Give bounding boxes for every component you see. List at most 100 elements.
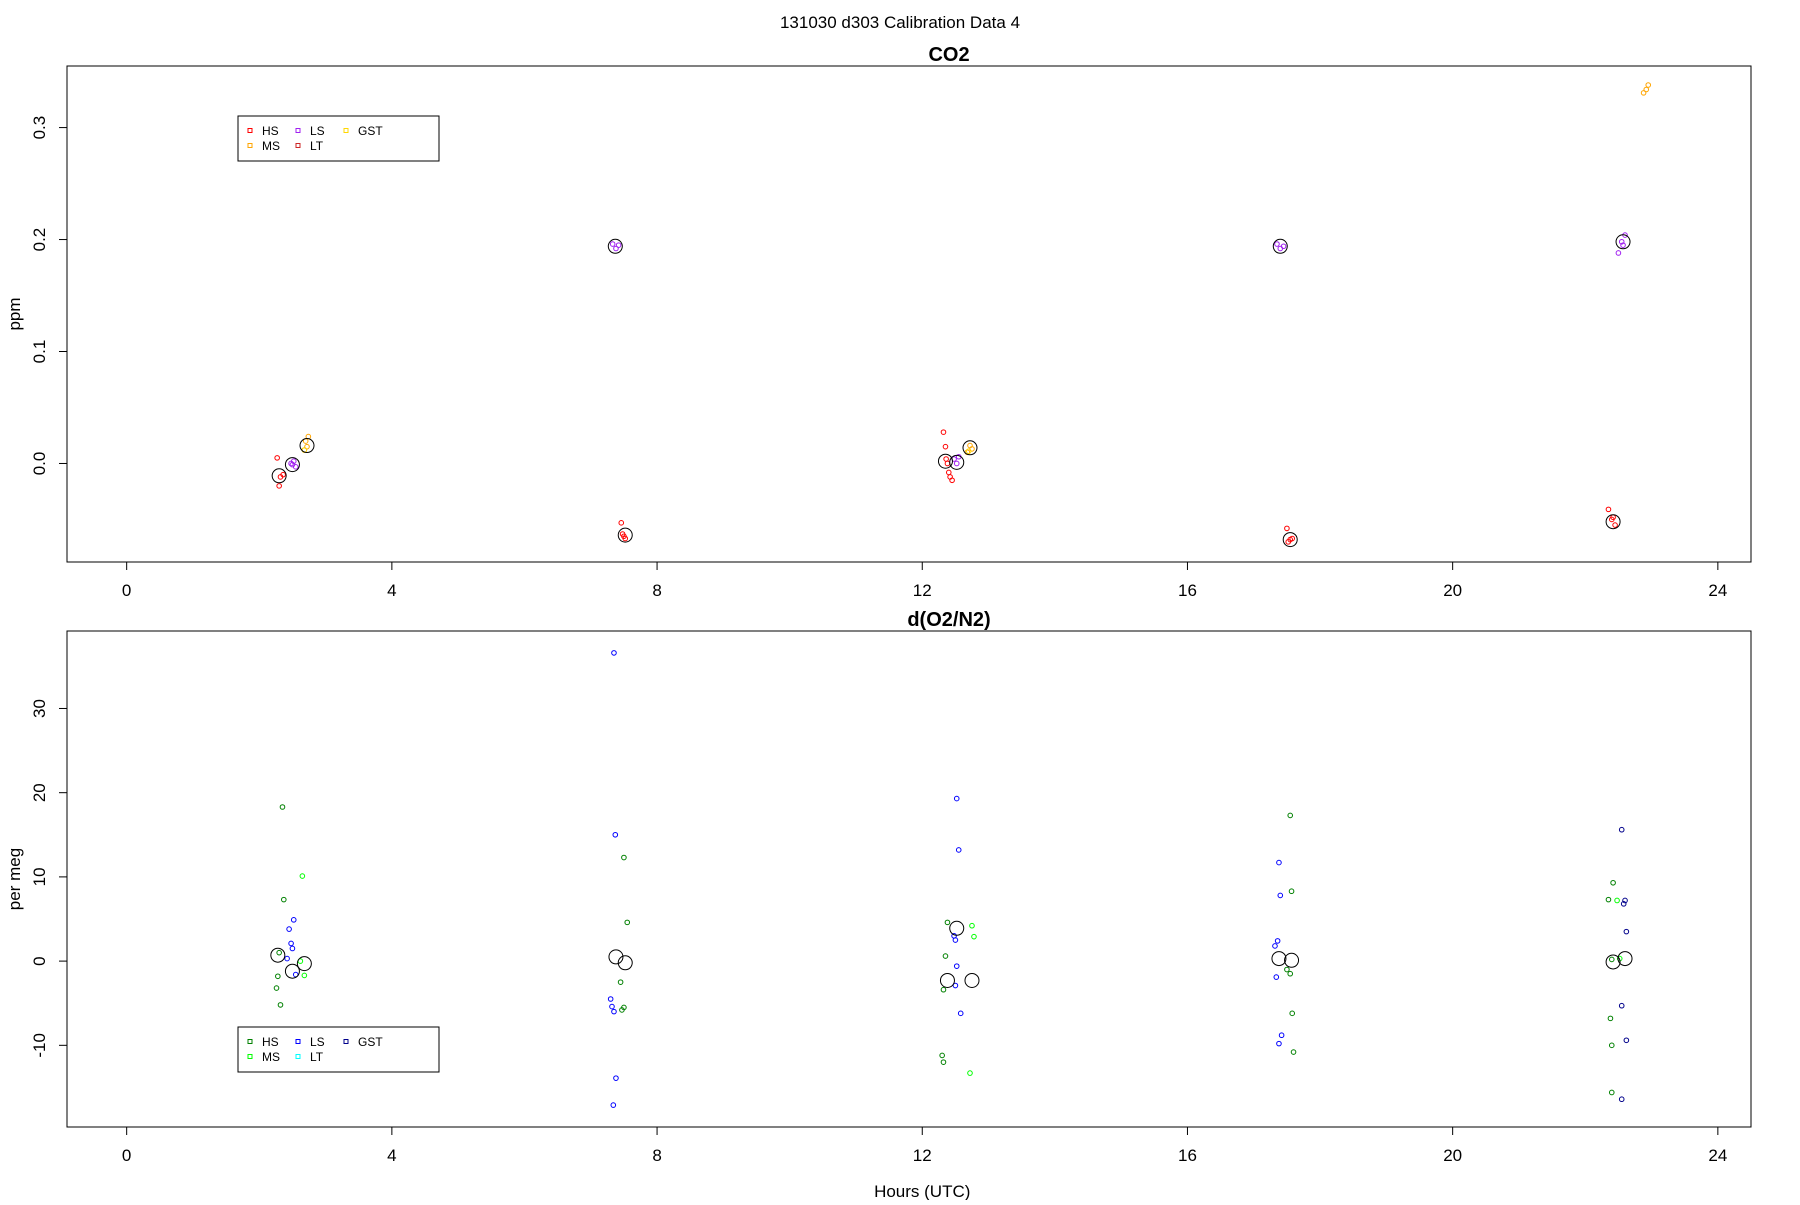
panel2-point-hs [939, 1052, 945, 1059]
panel2-y-tick-label: 10 [30, 867, 49, 886]
panel2-point-ls [953, 963, 960, 969]
panel1-mean-marker [949, 454, 965, 470]
panel1-point-hs [940, 429, 947, 435]
panel2-point-hs [624, 919, 631, 926]
panel2-point-ls [613, 1075, 619, 1081]
panel2-point-ls [290, 917, 297, 923]
panel1-mean-marker [284, 457, 300, 473]
panel1-x-tick-label: 16 [1178, 581, 1197, 600]
panel2-x-tick-label: 16 [1178, 1146, 1197, 1165]
panel2-point-ls [286, 926, 292, 932]
panel2-x-tick-label: 24 [1708, 1146, 1727, 1165]
panel2-point-hs [1284, 966, 1290, 973]
panel1-point-hs [1289, 535, 1296, 542]
panel1-y-tick-label: 0.1 [30, 340, 49, 364]
panel2-x-tick-label: 0 [122, 1146, 131, 1165]
panel1-point-hs [622, 535, 629, 542]
panel2-mean-marker [296, 956, 312, 972]
panel1-x-tick-label: 4 [387, 581, 396, 600]
panel2-point-hs [275, 973, 281, 980]
panel2-point-hs [1608, 1042, 1615, 1049]
panel2-point-ls [611, 1008, 617, 1015]
panel2-legend-swatch-hs [247, 1039, 253, 1044]
panel2-point-ls [1274, 938, 1281, 944]
panel1-point-hs [1612, 522, 1618, 528]
panel1-mean-marker [299, 438, 315, 454]
panel2-point-ls [955, 847, 962, 853]
panel2-legend-label-lt: LT [310, 1050, 324, 1064]
panel1-mean-marker [1282, 532, 1298, 548]
panel2-x-axis-label: Hours (UTC) [874, 1182, 970, 1200]
panel2-point-hs [1289, 1010, 1296, 1017]
panel2-x-tick-label: 12 [913, 1146, 932, 1165]
panel2-point-hs [279, 804, 286, 810]
panel1-point-hs [280, 471, 286, 478]
panel1-mean-marker [1272, 238, 1288, 254]
panel1-legend-label-lt: LT [310, 139, 324, 153]
panel1-mean-marker [1605, 514, 1621, 530]
panel2-point-hs [280, 896, 287, 903]
panel1-point-hs [1284, 525, 1290, 532]
panel2-point-ms [969, 922, 975, 929]
panel2-legend-label-hs: HS [262, 1035, 279, 1049]
panel2-point-hs [1290, 1049, 1297, 1055]
panel1-legend-label-ls: LS [310, 124, 325, 138]
panel2-x-tick-label: 20 [1443, 1146, 1462, 1165]
panel2-mean-marker [617, 955, 633, 971]
panel1-point-hs [945, 469, 952, 476]
panel2-point-ls [957, 1010, 964, 1017]
panel1-legend-swatch-ms [247, 143, 253, 148]
panel1-legend-swatch-hs [247, 128, 253, 133]
panel1-point-ms [1645, 82, 1652, 88]
panel1-point-ls [1280, 243, 1287, 250]
panel2-point-hs [944, 919, 951, 926]
panel1-mean-marker [962, 440, 978, 456]
panel2-mean-marker [608, 949, 624, 965]
panel2-point-hs [940, 1059, 947, 1065]
panel1-legend-swatch-gst [343, 128, 349, 133]
panel2-mean-marker [284, 963, 300, 979]
panel1-legend-swatch-ls [295, 128, 301, 133]
panel2-point-ls [1277, 892, 1284, 899]
panel2-mean-marker [939, 972, 955, 988]
panel2-y-tick-label: -10 [30, 1033, 49, 1058]
panel2-point-hs [1607, 1015, 1614, 1022]
panel1-point-ms [1643, 86, 1650, 93]
panel2-mean-marker [949, 920, 965, 936]
panel2-legend-swatch-ls [295, 1039, 301, 1044]
panel2-point-ls [1276, 1040, 1282, 1047]
panel1-mean-marker [607, 238, 623, 254]
panel1-legend-label-gst: GST [358, 124, 383, 138]
panel2-point-ls [607, 996, 614, 1002]
panel2-point-hs [1608, 956, 1615, 963]
panel1-legend-swatch-lt [295, 143, 301, 148]
panel2-point-hs [621, 1004, 627, 1011]
panel1-x-tick-label: 0 [122, 581, 131, 600]
panel2-mean-marker [1284, 952, 1300, 968]
panel2-point-hs [1610, 879, 1616, 886]
panel2-point-gst [1620, 901, 1627, 907]
panel2-legend-label-ms: MS [262, 1050, 280, 1064]
panel1-point-hs [1285, 539, 1292, 545]
panel1-mean-marker [617, 527, 633, 543]
panel2-legend-label-ls: LS [310, 1035, 325, 1049]
panel2-point-gst [1618, 826, 1625, 833]
panel2-legend-swatch-ms [247, 1054, 253, 1059]
panel1-point-ls [613, 245, 619, 252]
panel1-x-tick-label: 20 [1443, 581, 1462, 600]
panel1-y-tick-label: 0.0 [30, 452, 49, 476]
panel2-point-gst [1618, 1002, 1625, 1009]
panel1-mean-marker [937, 453, 953, 469]
panel2-point-hs [276, 949, 282, 956]
panel2-legend-box [237, 1026, 440, 1073]
panel1-point-hs [618, 520, 625, 526]
panel2-point-ls [952, 937, 959, 943]
panel2-point-ms [299, 873, 306, 879]
panel2-point-hs [940, 986, 947, 993]
panel1-y-axis-label: ppm [5, 297, 24, 330]
panel1-point-hs [949, 477, 955, 484]
panel1-title: CO2 [928, 44, 969, 66]
panel2-point-hs [1608, 1089, 1615, 1096]
panel1-y-tick-label: 0.2 [30, 228, 49, 252]
